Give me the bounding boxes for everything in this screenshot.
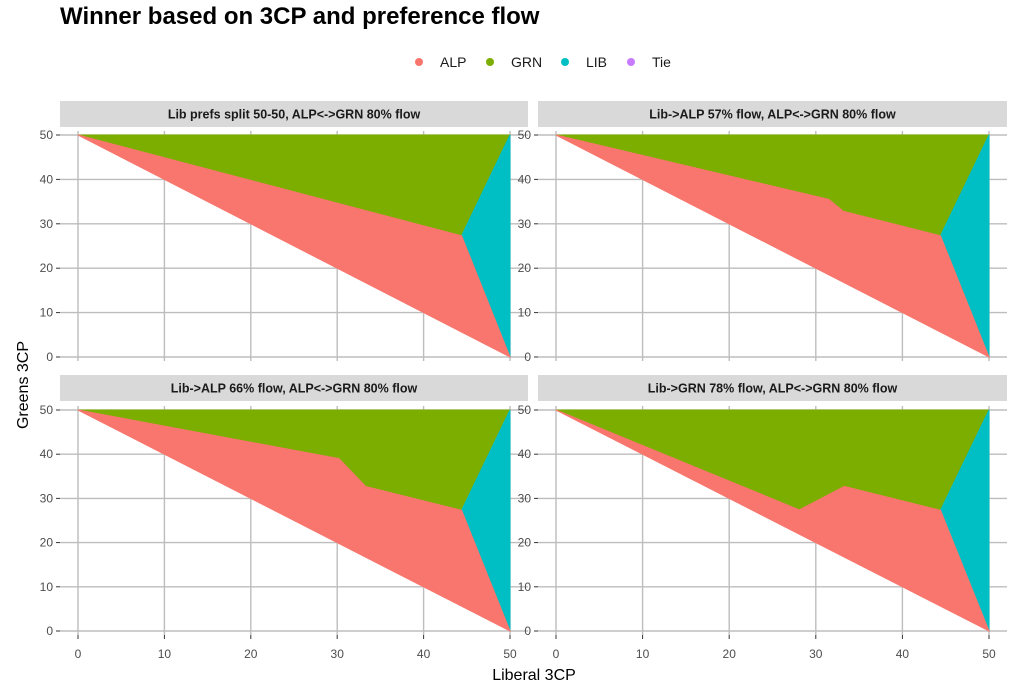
panel-strip-title: Lib->ALP 66% flow, ALP<->GRN 80% flow [171,382,418,396]
chart-title: Winner based on 3CP and preference flow [60,3,540,30]
region-alp [555,134,990,359]
region-alp [555,409,990,633]
y-tick-label: 0 [46,624,53,638]
panel-strip [60,101,528,127]
legend: ALP GRN LIB Tie [415,54,671,70]
legend-label-grn: GRN [511,54,542,70]
panel-4: Lib->GRN 78% flow, ALP<->GRN 80% flow 0 10… [518,375,1007,661]
x-tick-label: 40 [417,647,431,661]
y-tick-label: 50 [518,128,532,142]
y-tick-label: 50 [518,403,532,417]
y-axis-title: Greens 3CP [15,341,32,429]
x-tick-label: 50 [503,647,517,661]
x-axis-title: Liberal 3CP [492,667,576,684]
y-tick-label: 40 [518,172,532,186]
y-tick-label: 20 [40,536,54,550]
region-grn [555,409,990,511]
region-alp [77,134,511,359]
y-tick-label: 30 [40,491,54,505]
y-tick-label: 40 [40,172,54,186]
panel-3: Lib->ALP 66% flow, ALP<->GRN 80% flow 0 10… [40,375,528,661]
x-tick-label: 30 [809,647,823,661]
y-tick-label: 30 [40,217,54,231]
y-tick-label: 40 [40,447,54,461]
panel-strip [538,101,1007,127]
panel-strip-title: Lib prefs split 50-50, ALP<->GRN 80% flo… [168,108,421,122]
x-tick-label: 10 [158,647,172,661]
panel-strip [538,375,1007,401]
x-tick-label: 50 [982,647,996,661]
y-tick-label: 20 [40,261,54,275]
panels: Lib prefs split 50-50, ALP<->GRN 80% flo… [40,101,1007,661]
legend-label-tie: Tie [652,54,671,70]
x-tick-label: 20 [723,647,737,661]
x-tick-label: 20 [244,647,258,661]
y-tick-label: 20 [518,536,532,550]
y-tick-label: 10 [518,580,532,594]
legend-swatch-tie [627,58,635,66]
y-tick-label: 0 [524,350,531,364]
y-tick-label: 50 [40,403,54,417]
y-tick-label: 50 [40,128,54,142]
y-tick-label: 10 [40,580,54,594]
legend-label-lib: LIB [586,54,607,70]
y-tick-label: 40 [518,447,532,461]
y-tick-label: 30 [518,217,532,231]
x-tick-label: 30 [331,647,345,661]
x-tick-label: 0 [553,647,560,661]
legend-swatch-grn [486,58,494,66]
y-tick-label: 0 [524,624,531,638]
panel-strip [60,375,528,401]
panel-strip-title: Lib->GRN 78% flow, ALP<->GRN 80% flow [648,382,898,396]
y-tick-label: 10 [40,306,54,320]
panel-2: Lib->ALP 57% flow, ALP<->GRN 80% flow 0 10… [518,101,1007,364]
panel-strip-title: Lib->ALP 57% flow, ALP<->GRN 80% flow [649,108,896,122]
y-tick-label: 0 [46,350,53,364]
x-tick-label: 10 [636,647,650,661]
legend-swatch-alp [415,58,423,66]
x-tick-label: 0 [75,647,82,661]
region-alp [77,409,511,633]
y-tick-label: 30 [518,491,532,505]
y-tick-label: 20 [518,261,532,275]
panel-1: Lib prefs split 50-50, ALP<->GRN 80% flo… [40,101,528,364]
legend-swatch-lib [561,58,569,66]
y-tick-label: 10 [518,306,532,320]
x-tick-label: 40 [896,647,910,661]
legend-label-alp: ALP [440,54,466,70]
